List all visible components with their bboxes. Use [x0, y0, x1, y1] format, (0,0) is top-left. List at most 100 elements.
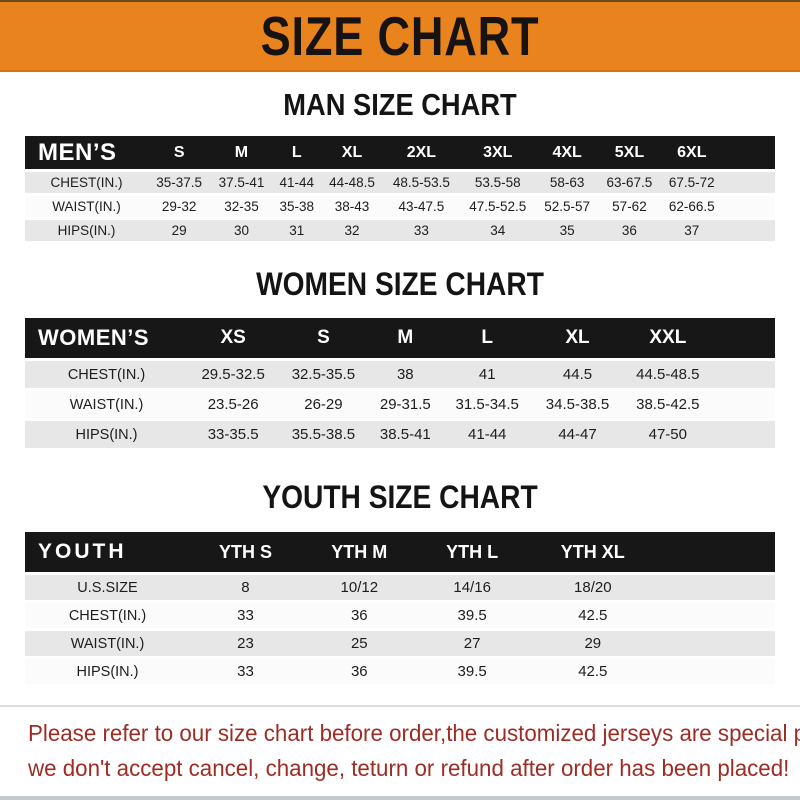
banner-title: SIZE CHART — [260, 4, 540, 67]
column-header: 6XL — [660, 136, 723, 169]
table-header-row: MEN’S S M L XL 2XL 3XL 4XL 5XL 6XL — [25, 136, 775, 169]
row-label: HIPS(IN.) — [25, 220, 148, 241]
column-header: S — [148, 136, 211, 169]
cell-value: 37.5-41 — [210, 172, 273, 193]
cell-value: 39.5 — [417, 659, 527, 684]
row-label: CHEST(IN.) — [25, 172, 148, 193]
cell-value: 8 — [190, 575, 301, 600]
cell-value: 38.5-42.5 — [622, 391, 713, 418]
cell-value: 29 — [148, 220, 211, 241]
cell-value: 33 — [383, 220, 460, 241]
column-header: 4XL — [535, 136, 599, 169]
row-label: WAIST(IN.) — [25, 631, 190, 656]
cell-value: 39.5 — [417, 603, 527, 628]
cell-value: 41 — [442, 361, 533, 388]
cell-value: 23.5-26 — [188, 391, 279, 418]
column-header: 3XL — [459, 136, 536, 169]
row-label: WAIST(IN.) — [25, 391, 188, 418]
cell-value: 36 — [598, 220, 661, 241]
table-row: WAIST(IN.) 23 25 27 29 — [25, 631, 775, 656]
cell-value: 25 — [300, 631, 418, 656]
cell-value: 35.5-38.5 — [278, 421, 369, 448]
table-row: U.S.SIZE 8 10/12 14/16 18/20 — [25, 575, 775, 600]
cell-value: 10/12 — [300, 575, 418, 600]
column-header: 2XL — [383, 136, 460, 169]
cell-value: 26-29 — [278, 391, 369, 418]
cell-value: 33-35.5 — [188, 421, 279, 448]
column-header: XL — [532, 318, 623, 358]
column-header: XL — [320, 136, 384, 169]
cell-value: 23 — [190, 631, 301, 656]
disclaimer: Please refer to our size chart before or… — [0, 705, 800, 783]
section-youth: YOUTH SIZE CHART YOUTH YTH S YTH M YTH L YTH… — [0, 479, 800, 687]
row-label: HIPS(IN.) — [25, 659, 190, 684]
cell-value: 14/16 — [417, 575, 527, 600]
trailing-spacer — [723, 172, 775, 193]
column-header: YTH S — [190, 532, 301, 572]
youth-size-table: YOUTH YTH S YTH M YTH L YTH XL U.S.SIZE 8 10/12… — [25, 529, 775, 687]
cell-value: 30 — [210, 220, 273, 241]
disclaimer-line-2: we don't accept cancel, change, teturn o… — [28, 755, 790, 782]
cell-value: 36 — [300, 659, 418, 684]
youth-section-heading: YOUTH SIZE CHART — [262, 479, 538, 515]
cell-value: 29 — [526, 631, 659, 656]
column-header: YTH M — [300, 532, 418, 572]
cell-value: 31.5-34.5 — [442, 391, 533, 418]
cell-value: 32-35 — [210, 196, 273, 217]
cell-value: 29-32 — [148, 196, 211, 217]
cell-value: 42.5 — [526, 659, 659, 684]
trailing-spacer — [723, 136, 775, 169]
cell-value: 32 — [320, 220, 384, 241]
cell-value: 35-37.5 — [148, 172, 211, 193]
men-section-heading: MAN SIZE CHART — [283, 87, 517, 122]
cell-value: 38 — [368, 361, 443, 388]
trailing-spacer — [659, 575, 775, 600]
cell-value: 36 — [300, 603, 418, 628]
cell-value: 47-50 — [622, 421, 713, 448]
cell-value: 35 — [535, 220, 599, 241]
cell-value: 63-67.5 — [598, 172, 661, 193]
cell-value: 34 — [459, 220, 536, 241]
cell-value: 43-47.5 — [383, 196, 460, 217]
trailing-spacer — [723, 196, 775, 217]
men-size-table: MEN’S S M L XL 2XL 3XL 4XL 5XL 6XL CHEST(IN.) 35-37… — [25, 133, 775, 244]
column-header: M — [210, 136, 273, 169]
trailing-spacer — [659, 532, 775, 572]
women-section-heading: WOMEN SIZE CHART — [256, 266, 544, 302]
disclaimer-line-1: Please refer to our size chart before or… — [28, 720, 800, 746]
cell-value: 67.5-72 — [660, 172, 723, 193]
column-header: 5XL — [598, 136, 661, 169]
cell-value: 44.5-48.5 — [622, 361, 713, 388]
table-row: WAIST(IN.) 29-32 32-35 35-38 38-43 43-47.5 47.… — [25, 196, 775, 217]
cell-value: 29.5-32.5 — [188, 361, 279, 388]
column-header: XS — [188, 318, 279, 358]
cell-value: 33 — [190, 659, 301, 684]
cell-value: 34.5-38.5 — [532, 391, 623, 418]
row-label: CHEST(IN.) — [25, 603, 190, 628]
section-men: MAN SIZE CHART MEN’S S M L XL 2XL 3XL 4XL 5XL 6XL… — [0, 87, 800, 244]
row-label: WAIST(IN.) — [25, 196, 148, 217]
table-row: CHEST(IN.) 35-37.5 37.5-41 41-44 44-48.5 48.5… — [25, 172, 775, 193]
column-header: S — [278, 318, 369, 358]
row-label: CHEST(IN.) — [25, 361, 188, 388]
table-header-row: YOUTH YTH S YTH M YTH L YTH XL — [25, 532, 775, 572]
trailing-spacer — [659, 603, 775, 628]
trailing-spacer — [713, 421, 775, 448]
cell-value: 62-66.5 — [660, 196, 723, 217]
cell-value: 35-38 — [272, 196, 321, 217]
cell-value: 41-44 — [272, 172, 321, 193]
cell-value: 42.5 — [526, 603, 659, 628]
trailing-spacer — [713, 318, 775, 358]
trailing-spacer — [713, 391, 775, 418]
women-size-table: WOMEN’S XS S M L XL XXL CHEST(IN.) 29.5-32.5 32.5… — [25, 315, 775, 451]
trailing-spacer — [659, 631, 775, 656]
cell-value: 44-47 — [532, 421, 623, 448]
cell-value: 48.5-53.5 — [383, 172, 460, 193]
cell-value: 29-31.5 — [368, 391, 443, 418]
section-women: WOMEN SIZE CHART WOMEN’S XS S M L XL XXL CHEST(… — [0, 266, 800, 451]
cell-value: 47.5-52.5 — [459, 196, 536, 217]
cell-value: 38-43 — [320, 196, 384, 217]
table-title: MEN’S — [25, 136, 148, 169]
cell-value: 37 — [660, 220, 723, 241]
